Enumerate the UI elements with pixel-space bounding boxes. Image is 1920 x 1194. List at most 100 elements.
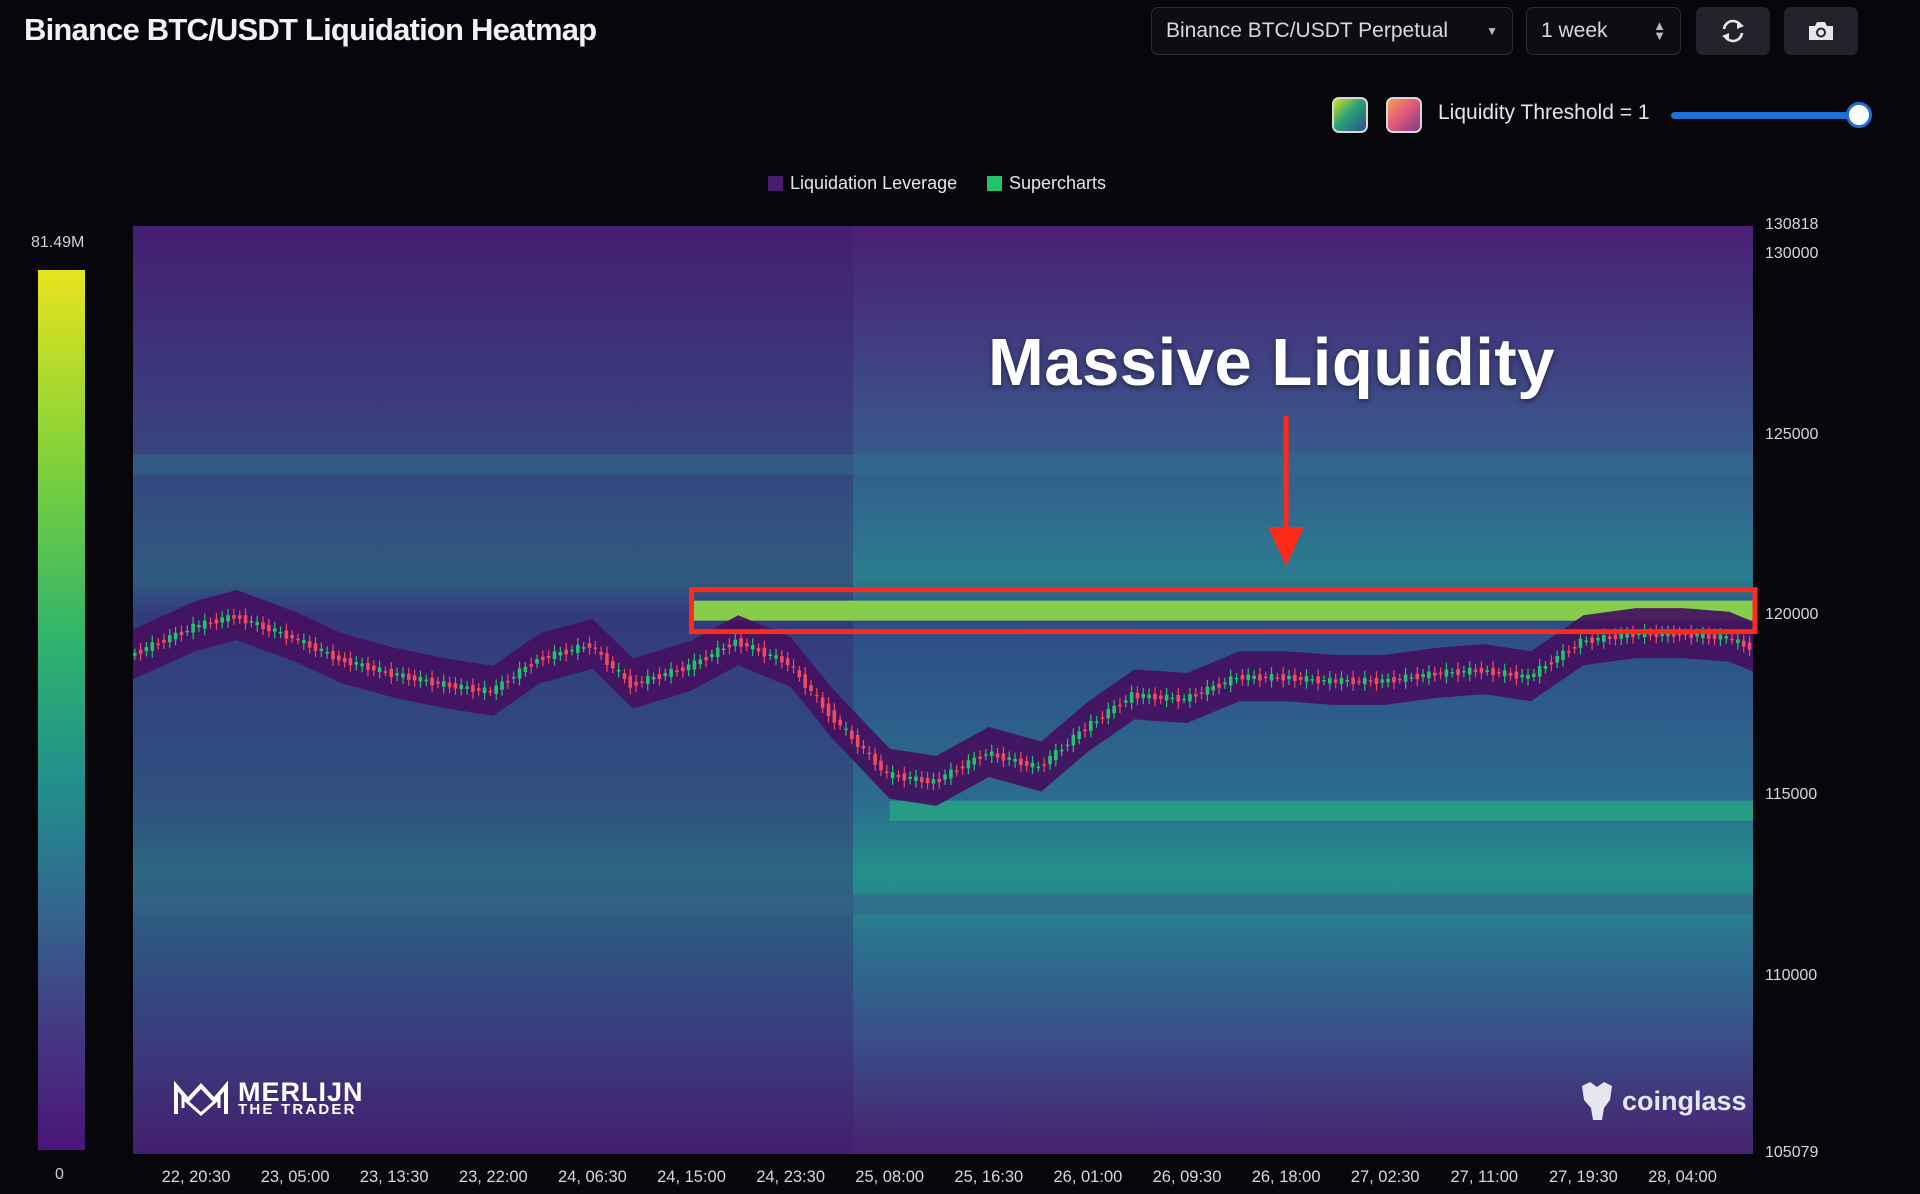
candle-body	[342, 657, 347, 663]
candle-body	[692, 660, 697, 670]
candle-body	[1730, 638, 1734, 641]
candle-body	[1001, 753, 1006, 761]
candle-body	[634, 681, 638, 686]
candle-body	[1269, 674, 1274, 681]
x-tick-label: 28, 04:00	[1648, 1168, 1717, 1186]
candle-body	[867, 752, 872, 755]
threshold-slider-handle[interactable]	[1846, 102, 1872, 128]
candle-body	[552, 651, 557, 660]
heatmap-plot[interactable]	[133, 226, 1753, 1154]
candle-body	[436, 681, 440, 684]
candle-body	[943, 774, 947, 780]
candle-body	[1683, 633, 1688, 636]
candle-body	[1304, 675, 1309, 682]
candle-body	[1532, 673, 1536, 678]
candle-body	[570, 649, 574, 652]
candle-body	[1397, 678, 1402, 681]
candle-body	[1042, 764, 1046, 766]
candle-body	[896, 774, 901, 778]
candle-body	[1135, 692, 1140, 699]
candle-body	[768, 654, 772, 656]
candle-body	[628, 675, 633, 688]
candle-body	[1462, 670, 1466, 673]
candle-body	[1211, 685, 1216, 691]
candle-body	[954, 770, 959, 773]
candle-body	[1071, 734, 1076, 746]
candle-body	[1193, 694, 1198, 697]
candle-body	[1631, 632, 1635, 637]
candle-body	[1252, 675, 1256, 679]
candle-body	[202, 620, 207, 629]
candle-body	[884, 771, 889, 773]
candle-body	[715, 647, 720, 658]
candle-body	[1636, 633, 1641, 636]
colorbar	[38, 270, 85, 1150]
candle-body	[1083, 729, 1087, 732]
palette-pink-swatch[interactable]	[1386, 97, 1422, 133]
candle-body	[908, 776, 912, 779]
candle-body	[1258, 674, 1262, 681]
candle-body	[1054, 750, 1058, 761]
candle-body	[1706, 633, 1711, 639]
candle-body	[1345, 680, 1350, 682]
candle-body	[850, 730, 854, 739]
candle-body	[441, 681, 446, 687]
candle-body	[1380, 679, 1385, 683]
candle-body	[1089, 720, 1093, 731]
candle-body	[1112, 705, 1116, 714]
merlijn-logo-line2: THE TRADER	[238, 1101, 357, 1119]
candle-body	[890, 772, 895, 778]
candle-body	[1485, 670, 1490, 672]
candle-body	[267, 624, 271, 632]
y-tick-label: 105079	[1765, 1144, 1819, 1161]
candle-body	[1590, 637, 1594, 643]
candle-body	[785, 658, 790, 666]
candle-body	[680, 667, 685, 672]
candle-body	[1607, 636, 1612, 639]
candle-body	[966, 760, 971, 769]
legend-liquidation[interactable]: Liquidation Leverage	[768, 173, 957, 194]
candle-body	[972, 757, 977, 765]
candle-body	[1403, 674, 1408, 682]
refresh-button[interactable]	[1696, 7, 1770, 55]
x-tick-label: 26, 09:30	[1152, 1168, 1222, 1186]
y-tick-label: 130000	[1765, 245, 1819, 263]
range-select[interactable]: 1 week ▲ ▼	[1526, 7, 1681, 55]
candle-body	[506, 680, 510, 683]
candle-body	[1619, 633, 1624, 639]
candle-body	[937, 778, 942, 782]
candle-body	[517, 668, 522, 679]
candle-body	[424, 679, 429, 682]
coinglass-logo-icon	[1582, 1082, 1612, 1120]
candle-body	[704, 656, 708, 661]
pair-select-value: Binance BTC/USDT Perpetual	[1166, 19, 1449, 42]
candle-body	[1386, 678, 1390, 683]
candle-body	[733, 639, 738, 647]
candle-body	[925, 777, 930, 784]
candle-body	[1741, 640, 1746, 647]
candle-body	[1100, 717, 1105, 719]
palette-green-swatch[interactable]	[1332, 97, 1368, 133]
refresh-icon	[1722, 19, 1744, 43]
candle-body	[1339, 677, 1344, 684]
candle-body	[844, 728, 848, 731]
candle-body	[558, 651, 563, 656]
candle-body	[179, 631, 184, 635]
candle-body	[220, 617, 225, 623]
candle-body	[710, 653, 714, 658]
candle-body	[488, 690, 493, 693]
candle-body	[453, 683, 458, 689]
pair-select[interactable]: Binance BTC/USDT Perpetual ▼	[1151, 7, 1513, 55]
candle-body	[762, 647, 767, 657]
candle-body	[296, 638, 300, 641]
threshold-slider[interactable]	[1671, 112, 1859, 119]
candle-body	[663, 673, 668, 677]
candle-body	[459, 684, 464, 689]
candle-body	[1199, 692, 1204, 694]
y-tick-label: 125000	[1765, 425, 1819, 443]
camera-icon	[1809, 22, 1833, 40]
screenshot-button[interactable]	[1784, 7, 1858, 55]
legend-supercharts[interactable]: Supercharts	[987, 173, 1106, 194]
candle-body	[465, 686, 469, 689]
merlijn-logo-icon	[174, 1080, 228, 1117]
